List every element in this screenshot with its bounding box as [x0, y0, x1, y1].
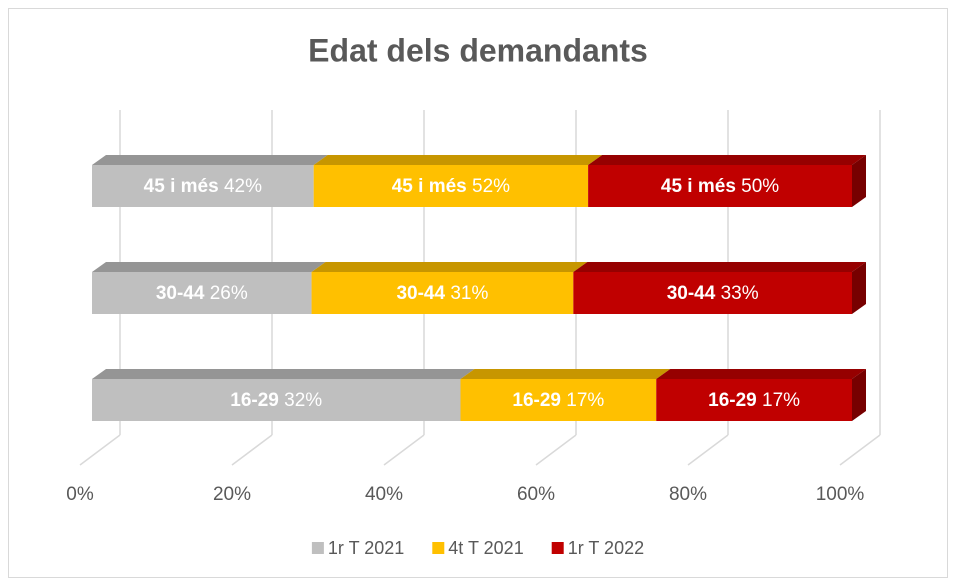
data-label: 16-29 17% [512, 390, 604, 411]
x-tick-label: 80% [669, 484, 707, 505]
bar-side [852, 155, 866, 207]
bar [573, 272, 852, 314]
bar-top [573, 262, 866, 272]
data-label: 16-29 17% [708, 390, 800, 411]
x-tick-label: 20% [213, 484, 251, 505]
bar-top [656, 369, 866, 379]
data-label-category: 30-44 [667, 283, 716, 304]
bar [656, 379, 852, 421]
x-tick-label: 0% [66, 484, 94, 505]
data-label-value: 50% [741, 176, 779, 197]
bar-side [852, 369, 866, 421]
data-label-category: 45 i més [392, 176, 467, 197]
bar-side [852, 262, 866, 314]
bar-top [588, 155, 866, 165]
data-label: 45 i més 52% [392, 176, 510, 197]
data-label-category: 45 i més [144, 176, 219, 197]
bar-top [92, 262, 326, 272]
data-label-category: 16-29 [512, 390, 561, 411]
legend-label: 1r T 2021 [328, 538, 404, 558]
bar-top [313, 155, 603, 165]
data-label-value: 33% [721, 283, 759, 304]
grid-floor-line [383, 434, 425, 466]
data-label: 45 i més 50% [661, 176, 779, 197]
data-label-value: 31% [450, 283, 488, 304]
x-tick-label: 40% [365, 484, 403, 505]
bar-top [460, 369, 671, 379]
legend-label: 4t T 2021 [448, 538, 523, 558]
bar-top [92, 155, 328, 165]
data-label-category: 45 i més [661, 176, 736, 197]
bar [92, 379, 461, 421]
bar [460, 379, 657, 421]
data-label-category: 16-29 [230, 390, 279, 411]
data-label-value: 52% [472, 176, 510, 197]
bar [92, 165, 314, 207]
bar [92, 272, 312, 314]
data-label-value: 17% [762, 390, 800, 411]
x-tick-label: 100% [816, 484, 865, 505]
grid-floor-line [231, 434, 273, 466]
chart-title: Edat dels demandants [308, 32, 648, 68]
bar [311, 272, 574, 314]
grid-floor-line [687, 434, 729, 466]
data-label-category: 16-29 [708, 390, 757, 411]
data-label-category: 30-44 [396, 283, 445, 304]
grid-floor-line [79, 434, 121, 466]
bar [313, 165, 589, 207]
data-label-category: 30-44 [156, 283, 205, 304]
data-label-value: 17% [566, 390, 604, 411]
data-label-value: 26% [210, 283, 248, 304]
bar-top [92, 369, 475, 379]
data-label: 45 i més 42% [144, 176, 262, 197]
data-label-value: 32% [284, 390, 322, 411]
data-label: 16-29 32% [230, 390, 322, 411]
grid-floor-line [839, 434, 881, 466]
data-label: 30-44 33% [667, 283, 759, 304]
bar [588, 165, 852, 207]
legend-swatch [551, 542, 564, 554]
x-tick-label: 60% [517, 484, 555, 505]
data-label: 30-44 31% [396, 283, 488, 304]
data-label: 30-44 26% [156, 283, 248, 304]
data-label-value: 42% [224, 176, 262, 197]
bar-top [311, 262, 588, 272]
legend-label: 1r T 2022 [568, 538, 644, 558]
legend-swatch [432, 542, 445, 554]
legend-swatch [311, 542, 324, 554]
grid-floor-line [535, 434, 577, 466]
